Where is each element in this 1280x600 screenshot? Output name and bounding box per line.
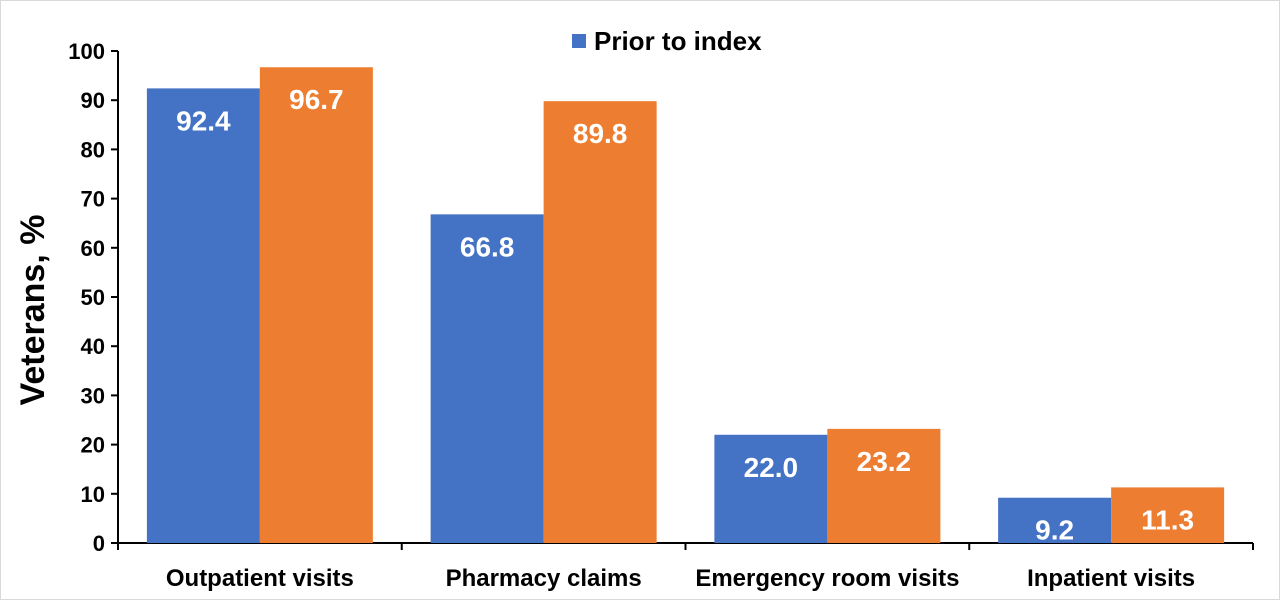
y-tick-label-20: 20 (81, 433, 105, 458)
legend-swatch-prior-to-index (572, 34, 586, 48)
y-tick-label-60: 60 (81, 236, 105, 261)
data-label-inpatient-visits-series-2: 11.3 (1141, 504, 1194, 535)
bar-outpatient-visits-series-2 (259, 67, 373, 544)
y-tick-label-100: 100 (68, 39, 105, 64)
y-tick-label-80: 80 (81, 137, 105, 162)
bar-pharmacy-claims-series-2 (543, 101, 657, 544)
legend-label-prior-to-index: Prior to index (594, 26, 762, 56)
x-tick-label-outpatient-visits: Outpatient visits (166, 565, 354, 592)
bar-outpatient-visits-series-1 (146, 88, 260, 543)
data-label-emergency-room-visits-series-1: 22.0 (744, 452, 799, 483)
y-tick-label-30: 30 (81, 383, 105, 408)
data-label-outpatient-visits-series-2: 96.7 (289, 84, 344, 115)
x-tick-label-inpatient-visits: Inpatient visits (1027, 565, 1195, 592)
y-tick-label-10: 10 (81, 482, 105, 507)
bar-emergency-room-visits-series-1 (714, 434, 828, 543)
y-tick-label-40: 40 (81, 334, 105, 359)
bar-pharmacy-claims-series-1 (430, 214, 544, 543)
bar-inpatient-visits-series-2 (1111, 487, 1225, 543)
data-label-pharmacy-claims-series-1: 66.8 (460, 231, 515, 262)
y-tick-label-50: 50 (81, 285, 105, 310)
data-label-pharmacy-claims-series-2: 89.8 (573, 118, 628, 149)
y-axis-title: Veterans, % (14, 215, 52, 406)
y-tick-label-70: 70 (81, 187, 105, 212)
y-tick-label-90: 90 (81, 88, 105, 113)
data-label-emergency-room-visits-series-2: 23.2 (857, 446, 912, 477)
legend: Prior to index (572, 26, 762, 56)
bar-emergency-room-visits-series-2 (827, 428, 941, 543)
x-tick-label-emergency-room-visits: Emergency room visits (695, 565, 959, 592)
data-label-inpatient-visits-series-1: 9.2 (1035, 515, 1074, 546)
bar-inpatient-visits-series-1 (998, 497, 1112, 543)
y-tick-label-0: 0 (93, 531, 105, 556)
data-label-outpatient-visits-series-1: 92.4 (176, 105, 231, 136)
x-tick-label-pharmacy-claims: Pharmacy claims (446, 565, 642, 592)
